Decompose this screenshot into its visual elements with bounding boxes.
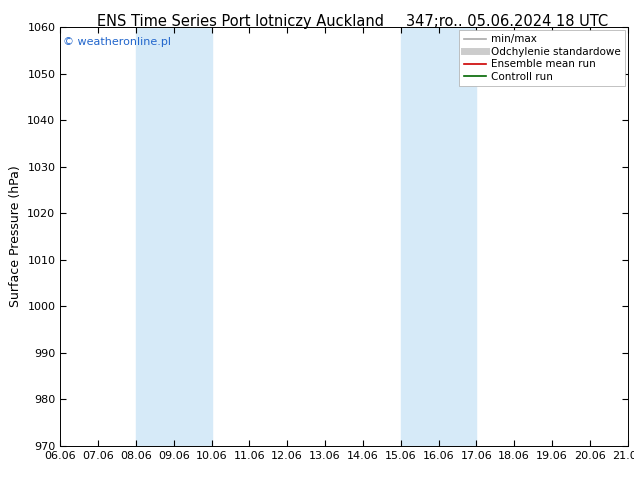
Text: © weatheronline.pl: © weatheronline.pl [63,37,171,48]
Bar [401,27,476,446]
Text: 347;ro.. 05.06.2024 18 UTC: 347;ro.. 05.06.2024 18 UTC [406,14,608,29]
Text: ENS Time Series Port lotniczy Auckland: ENS Time Series Port lotniczy Auckland [98,14,384,29]
Y-axis label: Surface Pressure (hPa): Surface Pressure (hPa) [9,166,22,307]
Bar [136,27,212,446]
Legend: min/max, Odchylenie standardowe, Ensemble mean run, Controll run: min/max, Odchylenie standardowe, Ensembl… [460,30,624,86]
